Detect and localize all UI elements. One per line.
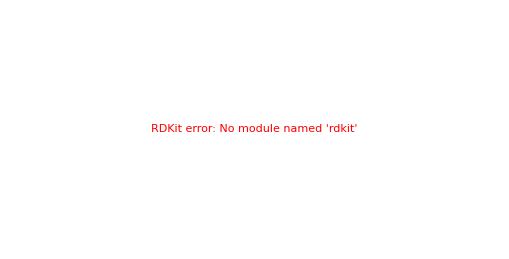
Text: RDKit error: No module named 'rdkit': RDKit error: No module named 'rdkit' bbox=[151, 125, 358, 134]
